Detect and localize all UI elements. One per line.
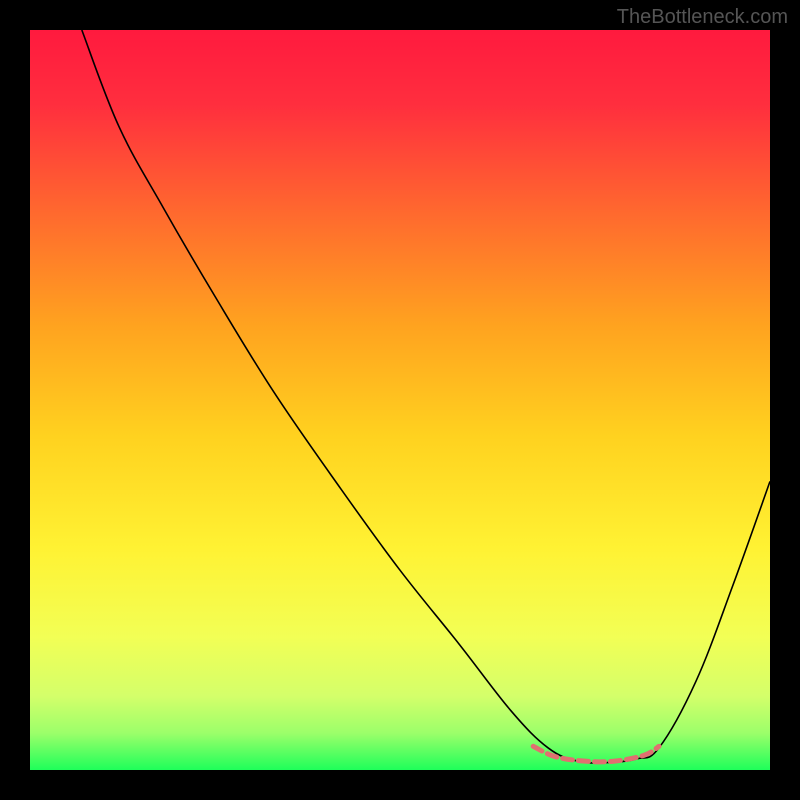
chart-background (30, 30, 770, 770)
watermark-text: TheBottleneck.com (617, 6, 788, 29)
bottleneck-chart (30, 30, 770, 770)
chart-container: TheBottleneck.com (0, 0, 800, 800)
